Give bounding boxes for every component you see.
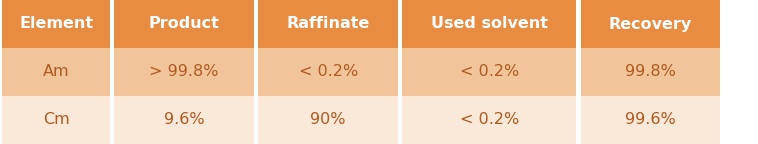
Bar <box>114 0 254 48</box>
Bar <box>2 0 110 48</box>
Bar <box>258 0 398 48</box>
Text: Product: Product <box>149 17 220 32</box>
Bar <box>581 48 720 96</box>
Bar <box>114 48 254 96</box>
Text: Am: Am <box>42 65 70 79</box>
Bar <box>402 96 576 144</box>
Text: Cm: Cm <box>42 112 70 127</box>
Bar <box>2 96 110 144</box>
Bar <box>581 96 720 144</box>
Bar <box>402 0 576 48</box>
Text: 9.6%: 9.6% <box>164 112 205 127</box>
Text: Used solvent: Used solvent <box>431 17 548 32</box>
Text: < 0.2%: < 0.2% <box>459 112 519 127</box>
Bar <box>402 48 576 96</box>
Text: 90%: 90% <box>311 112 346 127</box>
Bar <box>114 96 254 144</box>
Bar <box>258 48 398 96</box>
Text: < 0.2%: < 0.2% <box>459 65 519 79</box>
Text: Raffinate: Raffinate <box>287 17 370 32</box>
Text: < 0.2%: < 0.2% <box>299 65 358 79</box>
Bar <box>258 96 398 144</box>
Text: > 99.8%: > 99.8% <box>149 65 219 79</box>
Bar <box>2 48 110 96</box>
Text: Element: Element <box>19 17 93 32</box>
Text: 99.6%: 99.6% <box>625 112 675 127</box>
Text: 99.8%: 99.8% <box>625 65 676 79</box>
Text: Recovery: Recovery <box>609 17 692 32</box>
Bar <box>581 0 720 48</box>
